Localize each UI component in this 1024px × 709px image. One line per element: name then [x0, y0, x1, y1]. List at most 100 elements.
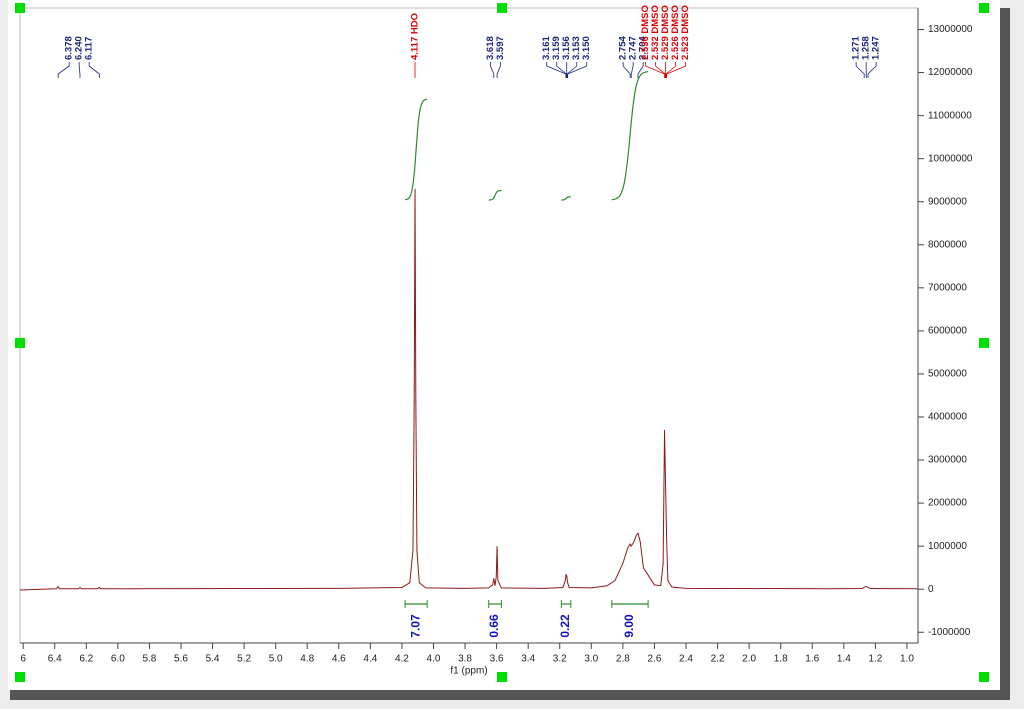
- y-tick-label: -1000000: [928, 627, 971, 638]
- spectrum-line: [19, 188, 919, 591]
- y-tick-label: 4000000: [928, 412, 967, 423]
- x-tick-label: 5.8: [142, 654, 156, 665]
- x-tick-label: 4.6: [332, 654, 346, 665]
- x-tick-label: 5.6: [174, 654, 188, 665]
- peak-label: 3.618: [485, 36, 496, 60]
- x-tick-label: 3.6: [490, 654, 504, 665]
- integral-label: 0.66: [487, 614, 501, 638]
- x-tick-label: 1.2: [868, 654, 882, 665]
- peak-label: 1.247: [871, 36, 882, 60]
- y-tick-label: 1000000: [928, 541, 967, 552]
- peak-leader: [630, 62, 634, 78]
- y-tick-label: 5000000: [928, 369, 967, 380]
- y-tick-label: 13000000: [928, 24, 973, 35]
- x-tick-label: 2.4: [679, 654, 693, 665]
- y-tick-label: 0: [928, 584, 934, 595]
- handle[interactable]: [15, 3, 25, 13]
- peak-leader: [637, 62, 644, 78]
- y-tick-label: 3000000: [928, 455, 967, 466]
- peak-leader: [567, 62, 588, 78]
- peak-leader: [88, 62, 100, 78]
- y-tick-label: 11000000: [928, 110, 972, 121]
- handle[interactable]: [979, 3, 989, 13]
- y-tick-label: 6000000: [928, 326, 967, 337]
- x-tick-label: 1.0: [900, 654, 914, 665]
- integral-curve: [404, 98, 428, 201]
- handle[interactable]: [15, 338, 25, 348]
- selection-handles: [15, 3, 989, 682]
- x-tick-label: 1.8: [774, 654, 788, 665]
- x-tick-label: 5.2: [237, 654, 251, 665]
- peak-leader: [867, 62, 877, 78]
- peak-label: 2.523 DMSO: [680, 5, 691, 60]
- x-tick-label: 3.0: [584, 654, 598, 665]
- integral-curve: [561, 196, 571, 201]
- x-tick-label: 3.2: [553, 654, 567, 665]
- integral-curve: [611, 71, 649, 201]
- x-tick-label: 2.8: [616, 654, 630, 665]
- y-tick-label: 9000000: [928, 196, 967, 207]
- x-tick-label: 5.4: [206, 654, 220, 665]
- peak-leader: [556, 62, 567, 78]
- peak-label: 3.159: [551, 36, 562, 60]
- x-tick-label: 4.8: [300, 654, 314, 665]
- x-tick-label: 6.0: [111, 654, 125, 665]
- y-tick-label: 7000000: [928, 282, 967, 293]
- y-tick-label: 8000000: [928, 239, 967, 250]
- peak-leader: [490, 62, 495, 78]
- peak-label: 1.271: [851, 36, 862, 60]
- handle[interactable]: [979, 672, 989, 682]
- x-tick-label: 4.0: [427, 654, 441, 665]
- x-tick-label: 6.2: [79, 654, 93, 665]
- peak-leader: [57, 62, 70, 78]
- peak-leader: [665, 62, 677, 78]
- x-tick-label: 3.8: [458, 654, 472, 665]
- x-tick-label: 2.0: [742, 654, 756, 665]
- peak-leader: [566, 62, 578, 78]
- peak-leader: [666, 62, 687, 78]
- peak-label: 1.258: [861, 36, 872, 60]
- peak-label: 2.747: [628, 36, 639, 60]
- y-tick-label: 10000000: [928, 153, 973, 164]
- peak-label: 2.754: [618, 36, 629, 60]
- handle[interactable]: [979, 338, 989, 348]
- peak-label: 6.240: [74, 36, 85, 60]
- peak-label: 6.117: [84, 37, 95, 60]
- peak-leader: [622, 62, 631, 78]
- x-axis-label: f1 (ppm): [450, 666, 487, 677]
- x-tick-label: 2.2: [711, 654, 725, 665]
- x-tick-label: 6.4: [48, 654, 62, 665]
- peak-leader: [496, 62, 501, 78]
- peak-label: 3.153: [571, 36, 582, 60]
- shadow-bottom: [10, 690, 1010, 700]
- peak-label: 3.597: [495, 36, 506, 60]
- integral-curve: [488, 190, 502, 201]
- shadow-right: [1000, 8, 1010, 700]
- handle[interactable]: [497, 672, 507, 682]
- x-tick-label: 3.4: [521, 654, 535, 665]
- integral-label: 0.22: [558, 614, 572, 638]
- x-tick-label: 6: [20, 654, 26, 665]
- peak-label: 3.156: [561, 36, 572, 60]
- peak-label: 2.536 DMSO: [640, 5, 651, 60]
- integral-label: 7.07: [408, 614, 422, 638]
- peak-leader: [655, 62, 666, 78]
- y-tick-label: 2000000: [928, 498, 967, 509]
- peak-label: 2.526 DMSO: [670, 5, 681, 60]
- handle[interactable]: [497, 3, 507, 13]
- x-tick-label: 1.4: [837, 654, 851, 665]
- x-tick-label: 2.6: [647, 654, 661, 665]
- peak-label: 2.529 DMSO: [660, 5, 671, 60]
- integral-label: 9.00: [622, 614, 636, 638]
- peak-label: 3.150: [581, 36, 592, 60]
- peak-label: 4.117 HDO: [410, 13, 421, 60]
- peak-label: 3.161: [541, 36, 552, 60]
- peak-label: 2.532 DMSO: [650, 5, 661, 60]
- peak-label: 2.704: [638, 36, 649, 60]
- x-tick-label: 5.0: [269, 654, 283, 665]
- peak-leader: [645, 62, 665, 78]
- peak-leader: [78, 62, 81, 78]
- handle[interactable]: [15, 672, 25, 682]
- y-tick-label: 12000000: [928, 67, 973, 78]
